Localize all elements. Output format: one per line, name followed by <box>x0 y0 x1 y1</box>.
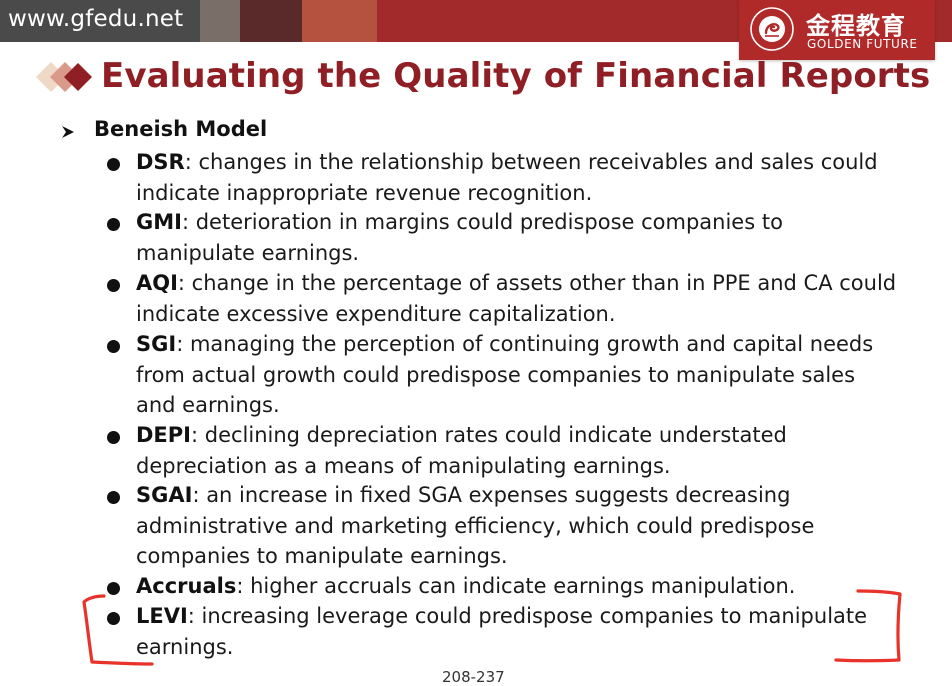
bullet-dot <box>107 612 120 625</box>
item-text: AQI: change in the percentage of assets … <box>136 268 906 329</box>
banner-segment-gray <box>0 0 200 42</box>
bullet-dot <box>107 491 120 504</box>
brand-logo: 金程教育 GOLDEN FUTURE <box>739 0 935 60</box>
section-heading: Beneish Model <box>94 117 268 141</box>
item-desc-line: indicate excessive expenditure capitaliz… <box>136 301 616 326</box>
item-term: SGI <box>136 332 177 356</box>
item-desc-line: : increasing leverage could predispose c… <box>187 604 868 628</box>
item-term: LEVI <box>136 604 188 628</box>
item-term: GMI <box>136 210 182 234</box>
bullet-dot <box>107 158 120 171</box>
item-text: GMI: deterioration in margins could pred… <box>136 207 906 268</box>
item-term: SGAI <box>136 483 193 507</box>
item-desc-line: : change in the percentage of assets oth… <box>177 271 897 295</box>
item-text: SGAI: an increase in fixed SGA expenses … <box>136 480 906 572</box>
item-desc-line: from actual growth could predispose comp… <box>136 362 856 387</box>
item-desc-line: administrative and marketing efficiency,… <box>136 513 815 538</box>
item-desc-line: : an increase in fixed SGA expenses sugg… <box>192 483 791 507</box>
item-text: LEVI: increasing leverage could predispo… <box>136 601 906 662</box>
site-url[interactable]: www.gfedu.net <box>8 6 184 32</box>
item-desc-line: companies to manipulate earnings. <box>136 544 508 568</box>
item-desc-line: indicate inappropriate revenue recogniti… <box>136 180 593 205</box>
banner-segment-taupe <box>200 0 240 42</box>
bullet-dot <box>107 218 120 231</box>
item-desc-line: manipulate earnings. <box>136 240 360 265</box>
item-desc-line: earnings. <box>136 634 234 659</box>
title-diamond-icon <box>36 62 92 92</box>
item-text: DEPI: declining depreciation rates could… <box>136 420 906 481</box>
item-desc-line: : declining depreciation rates could ind… <box>190 423 787 447</box>
right-bracket-mark <box>834 589 902 663</box>
item-text: SGI: managing the perception of continui… <box>136 329 906 421</box>
left-bracket-mark <box>82 594 154 666</box>
bullet-dot <box>107 340 120 353</box>
arrow-bullet-icon <box>62 126 74 138</box>
logo-english-name: GOLDEN FUTURE <box>807 37 918 51</box>
item-term: DEPI <box>136 423 191 447</box>
bullet-dot <box>107 279 120 292</box>
item-text: Accruals: higher accruals can indicate e… <box>136 571 906 602</box>
item-desc-line: depreciation as a means of manipulating … <box>136 453 671 478</box>
bullet-dot <box>107 582 120 595</box>
item-desc-line: and earnings. <box>136 393 280 417</box>
bullet-dot <box>107 431 120 444</box>
item-desc-line: : deterioration in margins could predisp… <box>181 210 783 234</box>
item-desc-line: : managing the perception of continuing … <box>176 332 874 356</box>
logo-chinese-name: 金程教育 <box>806 12 906 40</box>
item-desc-line: : changes in the relationship between re… <box>184 150 878 174</box>
banner-segment-orange <box>302 0 377 42</box>
item-desc-line: : higher accruals can indicate earnings … <box>236 574 796 598</box>
item-text: DSR: changes in the relationship between… <box>136 147 906 208</box>
banner-segment-dark-red <box>240 0 302 42</box>
slide-title: Evaluating the Quality of Financial Repo… <box>101 56 931 96</box>
item-term: DSR <box>136 150 185 174</box>
item-term: Accruals <box>136 574 237 598</box>
item-term: AQI <box>136 271 178 295</box>
golden-future-seal-icon <box>750 7 794 51</box>
